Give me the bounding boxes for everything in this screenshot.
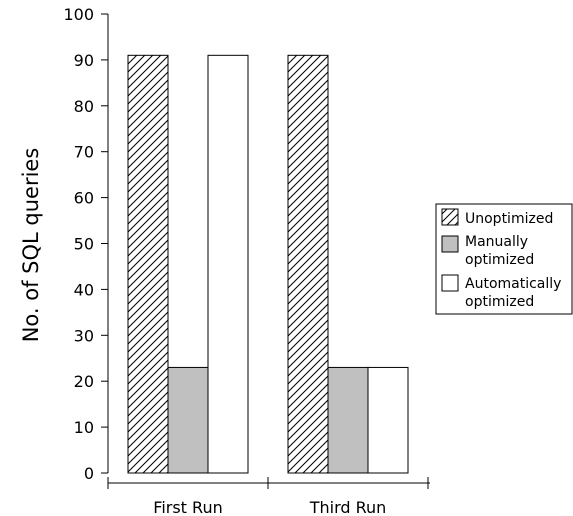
y-tick-label: 30: [74, 326, 94, 345]
y-tick-label: 70: [74, 143, 94, 162]
bar-unoptimized: [127, 54, 169, 474]
y-tick-label: 90: [74, 51, 94, 70]
bar-automatically-optimized: [207, 54, 249, 474]
legend-swatch: [441, 274, 459, 292]
legend-box: [435, 203, 573, 315]
y-tick-label: 20: [74, 372, 94, 391]
y-tick-label: 0: [84, 464, 94, 483]
y-tick-label: 80: [74, 97, 94, 116]
y-tick-label: 50: [74, 235, 94, 254]
legend-label: optimized: [465, 252, 534, 268]
legend-label: Automatically: [465, 276, 561, 292]
legend-label: Unoptimized: [465, 211, 553, 227]
bar-unoptimized: [287, 54, 329, 474]
legend-label: Manually: [465, 234, 528, 250]
y-axis-label: No. of SQL queries: [19, 148, 43, 343]
x-category-label: Third Run: [309, 498, 387, 516]
legend-swatch: [441, 208, 459, 226]
y-axis: 0 10 20 30 40 50 60 70 80 90 100: [63, 5, 109, 483]
x-axis: First Run Third Run: [107, 477, 430, 516]
x-category-label: First Run: [153, 498, 222, 516]
bar-automatically-optimized: [367, 366, 409, 474]
legend-swatch: [441, 235, 459, 253]
bars: [127, 54, 409, 474]
bar-manually-optimized: [327, 366, 369, 474]
y-tick-label: 60: [74, 189, 94, 208]
y-tick-label: 40: [74, 280, 94, 299]
bar-manually-optimized: [167, 366, 209, 474]
y-tick-label: 10: [74, 418, 94, 437]
y-tick-label: 100: [63, 5, 94, 24]
legend: Unoptimized Manually optimized Automaticall…: [435, 203, 573, 315]
legend-label: optimized: [465, 294, 534, 310]
